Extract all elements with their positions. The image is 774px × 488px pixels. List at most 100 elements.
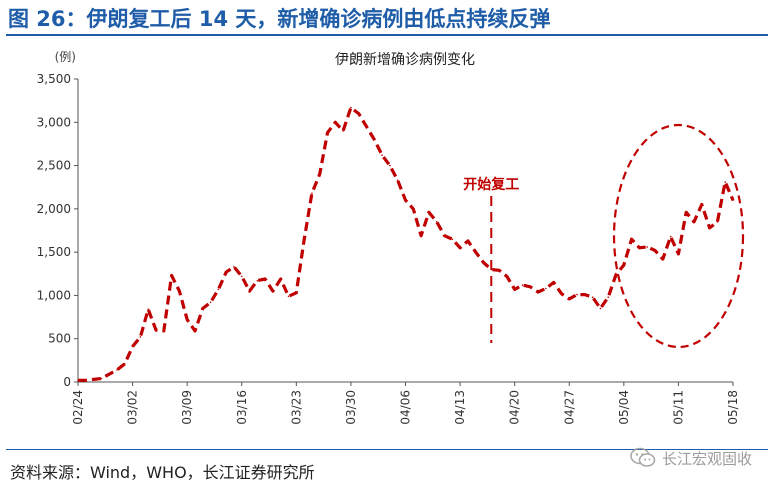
data-point xyxy=(373,138,376,141)
data-point xyxy=(506,275,508,278)
data-point xyxy=(186,318,188,321)
x-tick-label: 03/23 xyxy=(289,390,303,425)
data-point xyxy=(233,266,235,268)
data-point xyxy=(77,379,79,382)
title-divider xyxy=(6,34,768,36)
data-point xyxy=(428,211,430,214)
data-point xyxy=(381,154,383,156)
x-tick-label: 05/18 xyxy=(726,390,740,425)
data-point xyxy=(568,298,571,300)
data-point xyxy=(116,369,118,371)
watermark: 长江宏观固收 xyxy=(630,447,752,469)
data-point xyxy=(92,378,95,381)
data-point xyxy=(139,336,142,338)
data-point xyxy=(194,330,196,332)
data-point xyxy=(295,292,298,294)
y-tick-label: 500 xyxy=(48,332,71,346)
data-point xyxy=(178,290,181,292)
data-point xyxy=(467,240,469,242)
data-point xyxy=(412,208,415,210)
data-point xyxy=(342,130,344,132)
y-tick-label: 1,500 xyxy=(37,245,71,259)
data-point xyxy=(404,199,407,201)
data-point xyxy=(240,275,243,278)
data-point xyxy=(646,246,649,248)
data-point xyxy=(443,234,446,237)
data-point xyxy=(170,274,173,277)
x-tick-label: 05/11 xyxy=(671,390,685,425)
data-point xyxy=(638,247,641,249)
data-point xyxy=(303,239,305,241)
data-point xyxy=(420,234,422,237)
y-tick-label: 2,000 xyxy=(37,202,71,216)
figure-title: 图 26：伊朗复工后 14 天，新增确诊病例由低点持续反弹 xyxy=(8,7,551,31)
data-point xyxy=(435,221,438,223)
data-point xyxy=(287,295,290,298)
data-point xyxy=(560,292,563,295)
data-point xyxy=(591,296,594,298)
data-point xyxy=(225,271,227,273)
data-point xyxy=(279,278,282,280)
data-point xyxy=(311,192,313,195)
data-point xyxy=(677,253,680,255)
data-point xyxy=(685,211,688,214)
x-tick-label: 03/16 xyxy=(235,390,249,425)
data-point xyxy=(326,131,329,134)
data-point xyxy=(451,238,454,240)
x-tick-label: 04/20 xyxy=(508,390,522,425)
data-point xyxy=(630,238,633,240)
data-point xyxy=(334,121,337,124)
wechat-icon xyxy=(630,447,656,467)
x-tick-label: 03/30 xyxy=(344,390,358,425)
data-point xyxy=(529,285,532,288)
x-tick-label: 03/09 xyxy=(180,390,194,425)
restart-annotation-label: 开始复工 xyxy=(463,176,519,193)
data-point xyxy=(357,112,360,115)
watermark-text: 长江宏观固收 xyxy=(661,449,752,468)
data-point xyxy=(474,251,477,253)
data-point xyxy=(389,164,391,167)
y-tick-label: 0 xyxy=(63,375,71,389)
y-tick-label: 2,500 xyxy=(37,159,71,173)
data-point xyxy=(482,261,485,264)
data-point xyxy=(623,264,625,266)
series-marks xyxy=(77,106,735,382)
data-point xyxy=(459,247,461,249)
data-point xyxy=(607,296,610,298)
data-point xyxy=(209,301,212,304)
chart-title: 伊朗新增确诊病例变化 xyxy=(335,52,475,68)
line-chart: 伊朗新增确诊病例变化 (例) 0 500 1,000 1,500 2,000 2,500 3… xyxy=(37,50,745,425)
data-point xyxy=(584,293,586,296)
x-tick-label: 03/02 xyxy=(126,390,140,425)
data-point xyxy=(521,284,524,286)
data-point xyxy=(708,227,711,229)
series-line xyxy=(78,106,735,382)
data-point xyxy=(350,106,352,109)
data-point xyxy=(318,173,321,176)
data-point xyxy=(147,308,149,311)
data-point xyxy=(701,203,703,206)
x-tick-label: 04/27 xyxy=(562,390,576,425)
data-point xyxy=(264,278,266,280)
data-point xyxy=(272,290,274,292)
data-point xyxy=(365,125,368,128)
source-note: 资料来源：Wind，WHO，长江证券研究所 xyxy=(10,463,315,482)
data-point xyxy=(217,288,220,291)
x-tick-label: 04/06 xyxy=(399,390,413,425)
data-point xyxy=(693,221,695,223)
y-tick-label: 3,500 xyxy=(37,72,71,86)
data-point xyxy=(545,287,547,290)
data-point xyxy=(537,291,539,293)
data-point xyxy=(256,279,259,282)
data-point xyxy=(662,258,664,260)
data-point xyxy=(201,307,204,310)
data-point xyxy=(732,199,734,201)
data-point xyxy=(123,363,126,365)
data-point xyxy=(84,379,87,382)
data-point xyxy=(100,377,103,380)
data-point xyxy=(248,290,251,292)
y-tick-label: 3,000 xyxy=(37,115,71,129)
data-point xyxy=(396,179,399,182)
data-point xyxy=(654,249,656,252)
x-tick-label: 04/13 xyxy=(453,390,467,425)
